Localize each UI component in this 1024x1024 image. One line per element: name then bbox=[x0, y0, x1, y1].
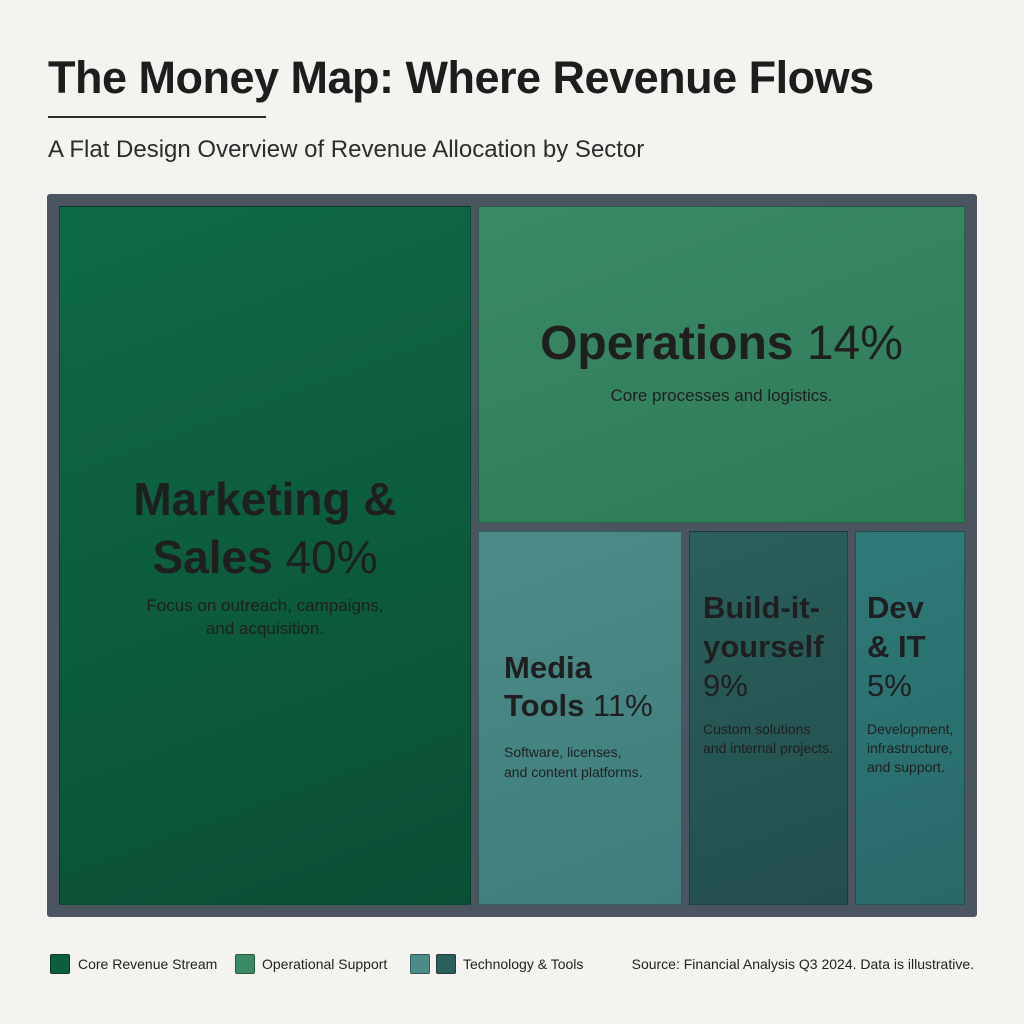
tile-name: Operations bbox=[540, 317, 794, 370]
tile-description-line: and content platforms. bbox=[504, 764, 643, 780]
tile-name: Sales bbox=[152, 531, 273, 583]
legend-swatch-technology-1 bbox=[410, 954, 430, 974]
legend-label-core-revenue: Core Revenue Stream bbox=[78, 956, 218, 972]
treemap-tile-dev-it bbox=[855, 531, 965, 905]
tile-name: & IT bbox=[867, 629, 926, 664]
tile-name: yourself bbox=[703, 629, 824, 664]
tile-description-line: Software, licenses, bbox=[504, 744, 622, 760]
tile-description-operations: Core processes and logistics. bbox=[610, 386, 833, 405]
legend-swatch-core-revenue bbox=[50, 954, 70, 974]
legend-label-technology-tools: Technology & Tools bbox=[463, 956, 584, 972]
tile-name: Media bbox=[504, 650, 592, 685]
tile-description-line: Focus on outreach, campaigns, bbox=[146, 596, 384, 615]
tile-description-line: and internal projects. bbox=[703, 740, 833, 756]
tile-description-media-tools: Software, licenses, and content platform… bbox=[504, 742, 643, 782]
tile-percent: 40% bbox=[285, 531, 378, 583]
tile-name: Marketing & bbox=[133, 473, 397, 525]
page-subtitle: A Flat Design Overview of Revenue Alloca… bbox=[48, 136, 645, 163]
legend-label-operational-support: Operational Support bbox=[262, 956, 388, 972]
tile-label-dev-it: Dev & IT 5% bbox=[867, 588, 926, 705]
treemap-tile-marketing-sales bbox=[59, 206, 471, 905]
tile-label-operations: Operations 14% bbox=[478, 314, 965, 374]
tile-description-marketing-sales: Focus on outreach, campaigns, and acquis… bbox=[59, 594, 471, 640]
source-note: Source: Financial Analysis Q3 2024. Data… bbox=[631, 956, 974, 972]
tile-percent: 5% bbox=[867, 668, 912, 703]
tile-description-line: Custom solutions bbox=[703, 721, 811, 737]
tile-description-line: and support. bbox=[867, 759, 945, 775]
title-underline bbox=[48, 116, 266, 118]
treemap-tile-media-tools bbox=[478, 531, 682, 905]
tile-description-line: Development, bbox=[867, 721, 954, 737]
treemap-tile-build-it-yourself bbox=[689, 531, 848, 905]
tile-description-line: and acquisition. bbox=[205, 619, 325, 638]
tile-name: Tools bbox=[504, 688, 585, 723]
tile-description-line: infrastructure, bbox=[867, 740, 953, 756]
tile-percent: 9% bbox=[703, 668, 748, 703]
legend-swatch-technology-2 bbox=[436, 954, 456, 974]
treemap-tile-operations bbox=[478, 206, 965, 523]
tile-description-build-it-yourself: Custom solutions and internal projects. bbox=[703, 720, 833, 758]
tile-percent: 11% bbox=[593, 688, 653, 723]
tile-label-build-it-yourself: Build-it- yourself 9% bbox=[703, 588, 824, 705]
tile-label-media-tools: Media Tools 11% bbox=[504, 649, 653, 725]
tile-label-marketing-sales: Marketing & Sales 40% bbox=[59, 470, 471, 586]
tile-description-dev-it: Development, infrastructure, and support… bbox=[867, 720, 953, 777]
tile-name: Build-it- bbox=[703, 590, 821, 625]
page-title: The Money Map: Where Revenue Flows bbox=[48, 52, 874, 103]
tile-percent: 14% bbox=[806, 317, 903, 370]
tile-name: Dev bbox=[867, 590, 924, 625]
legend-swatch-operational-support bbox=[235, 954, 255, 974]
